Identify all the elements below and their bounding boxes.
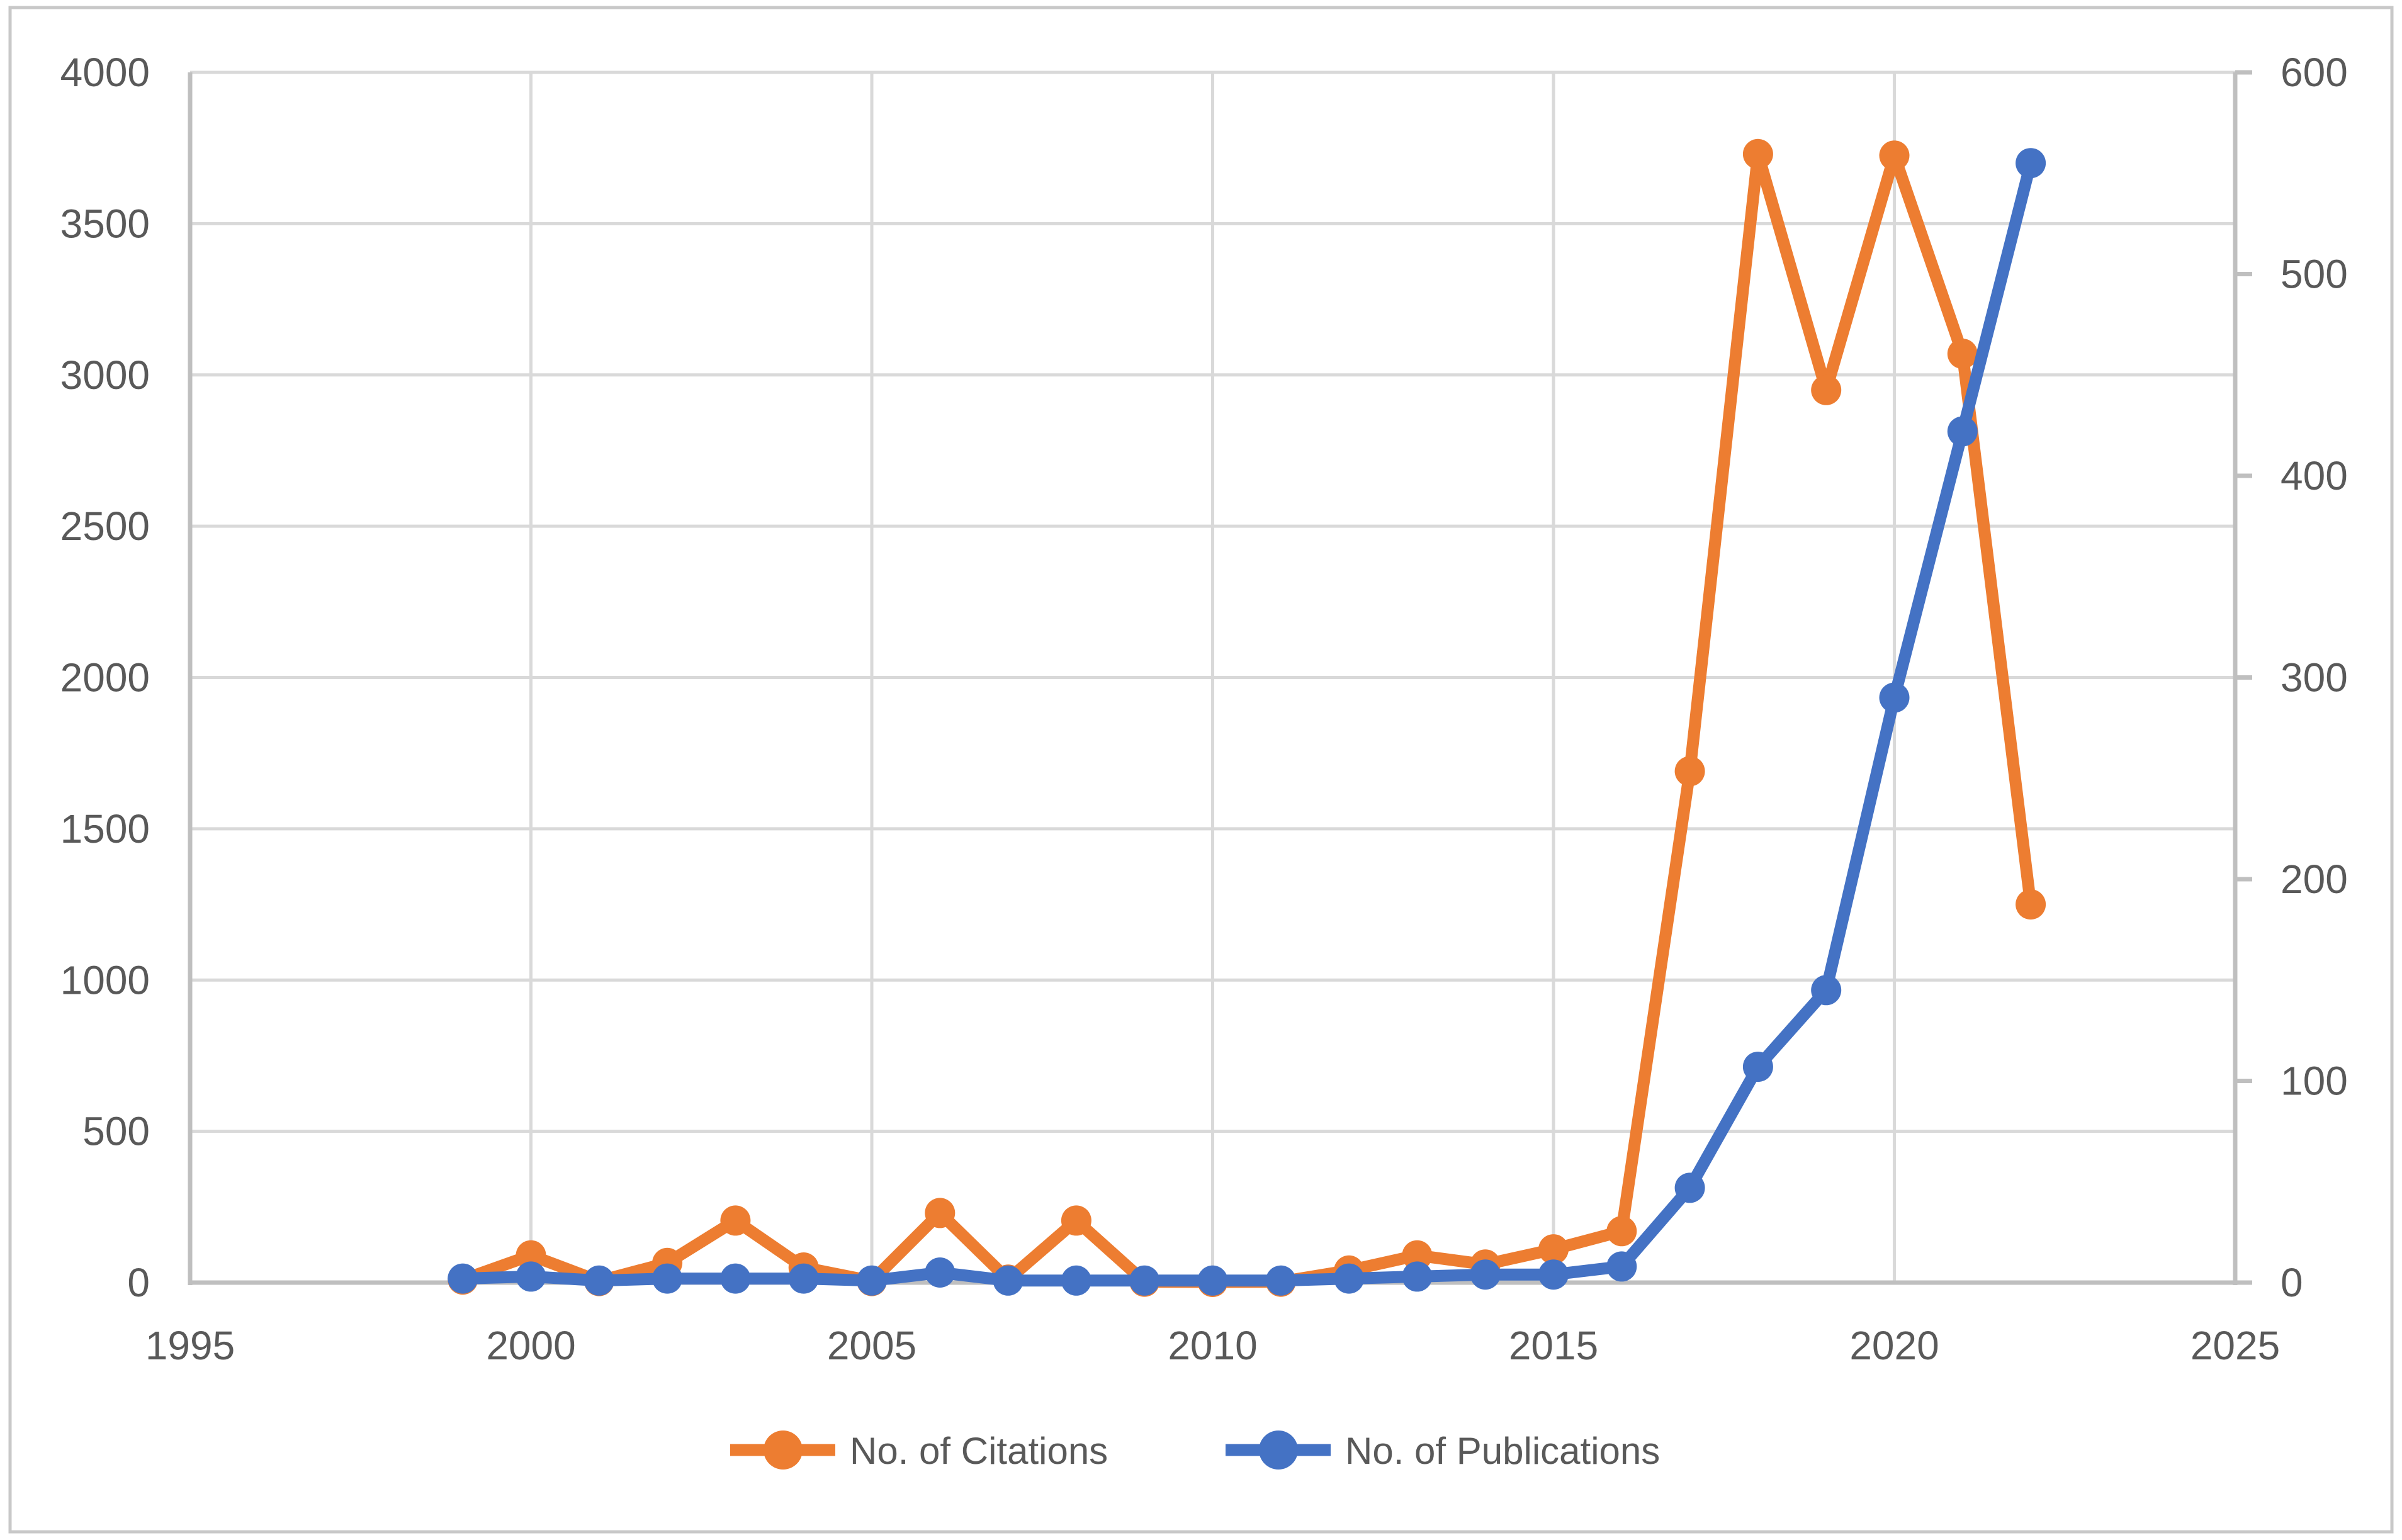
legend-item-publications: No. of Publications: [1226, 1430, 1660, 1472]
data-point-marker: [1811, 975, 1842, 1006]
left-axis-tick-label: 500: [82, 1109, 150, 1154]
series-line-citations: [456, 148, 2037, 1288]
data-point-marker: [652, 1263, 683, 1294]
data-point-marker: [1197, 1265, 1228, 1296]
data-point-marker: [1470, 1259, 1501, 1290]
data-point-marker: [1811, 374, 1842, 405]
data-point-marker: [1742, 1052, 1773, 1082]
left-axis-tick-label: 3500: [60, 201, 150, 246]
data-point-marker: [1265, 1265, 1296, 1296]
data-point-marker: [1606, 1216, 1637, 1247]
data-point-marker: [516, 1261, 546, 1292]
data-point-marker: [1947, 339, 1978, 369]
citations-legend-label: No. of Citations: [850, 1430, 1108, 1472]
axis-tick-labels: 0 500 1000 1500 2000 2500 3000 3500 4000 0 100 200 3…: [60, 50, 2348, 1368]
data-point-marker: [2016, 148, 2046, 179]
data-point-marker: [1947, 416, 1978, 447]
left-axis-tick-label: 2000: [60, 655, 150, 700]
data-point-marker: [788, 1263, 819, 1294]
series-line-publications: [456, 157, 2037, 1287]
data-point-marker: [1402, 1261, 1433, 1292]
data-point-marker: [1742, 138, 1773, 169]
data-point-marker: [584, 1265, 614, 1296]
figure-border: [8, 6, 2394, 1534]
right-axis-tick-label: 100: [2281, 1059, 2348, 1104]
data-point-marker: [1061, 1265, 1091, 1296]
x-axis-tick-label: 2015: [1509, 1323, 1598, 1368]
data-point-marker: [1061, 1205, 1091, 1236]
data-point-marker: [1538, 1259, 1569, 1290]
data-point-marker: [993, 1265, 1023, 1296]
data-point-marker: [1879, 140, 1910, 171]
legend: No. of Citations No. of Publications: [730, 1430, 1660, 1472]
right-axis-tick-label: 200: [2281, 857, 2348, 902]
left-axis-tick-label: 3000: [60, 352, 150, 398]
data-point-marker: [925, 1198, 956, 1228]
legend-item-citations: No. of Citations: [730, 1430, 1108, 1472]
right-axis-tick-label: 600: [2281, 50, 2348, 95]
left-axis-tick-label: 1000: [60, 957, 150, 1003]
data-point-marker: [448, 1263, 478, 1294]
publications-legend-marker-icon: [1259, 1430, 1298, 1470]
right-axis-tick-label: 300: [2281, 655, 2348, 700]
citations-legend-marker-icon: [764, 1430, 803, 1470]
x-axis-tick-label: 2010: [1168, 1323, 1257, 1368]
data-point-marker: [516, 1240, 546, 1271]
x-axis-tick-label: 2020: [1849, 1323, 1939, 1368]
right-axis-tick-label: 400: [2281, 453, 2348, 498]
data-series: [448, 138, 2046, 1297]
left-axis-tick-label: 1500: [60, 806, 150, 851]
data-point-marker: [720, 1205, 751, 1236]
data-point-marker: [857, 1265, 887, 1296]
data-point-marker: [2016, 889, 2046, 920]
data-point-marker: [1674, 756, 1705, 787]
left-axis-tick-label: 4000: [60, 50, 150, 95]
data-point-marker: [720, 1263, 751, 1294]
data-point-marker: [1879, 682, 1910, 713]
x-axis-tick-label: 2005: [827, 1323, 916, 1368]
x-axis-tick-label: 1995: [145, 1323, 235, 1368]
data-point-marker: [1606, 1251, 1637, 1282]
data-point-marker: [925, 1257, 956, 1288]
x-axis-tick-label: 2025: [2191, 1323, 2280, 1368]
left-axis-tick-label: 2500: [60, 503, 150, 549]
publications-legend-label: No. of Publications: [1345, 1430, 1660, 1472]
right-axis-tick-label: 500: [2281, 252, 2348, 297]
data-point-marker: [1402, 1240, 1433, 1271]
x-axis-tick-label: 2000: [486, 1323, 575, 1368]
data-point-marker: [1674, 1172, 1705, 1203]
right-axis-tick-label: 0: [2281, 1260, 2303, 1305]
data-point-marker: [1129, 1265, 1160, 1296]
data-point-marker: [1538, 1234, 1569, 1265]
data-point-marker: [1334, 1263, 1365, 1294]
left-axis-tick-label: 0: [127, 1260, 150, 1305]
